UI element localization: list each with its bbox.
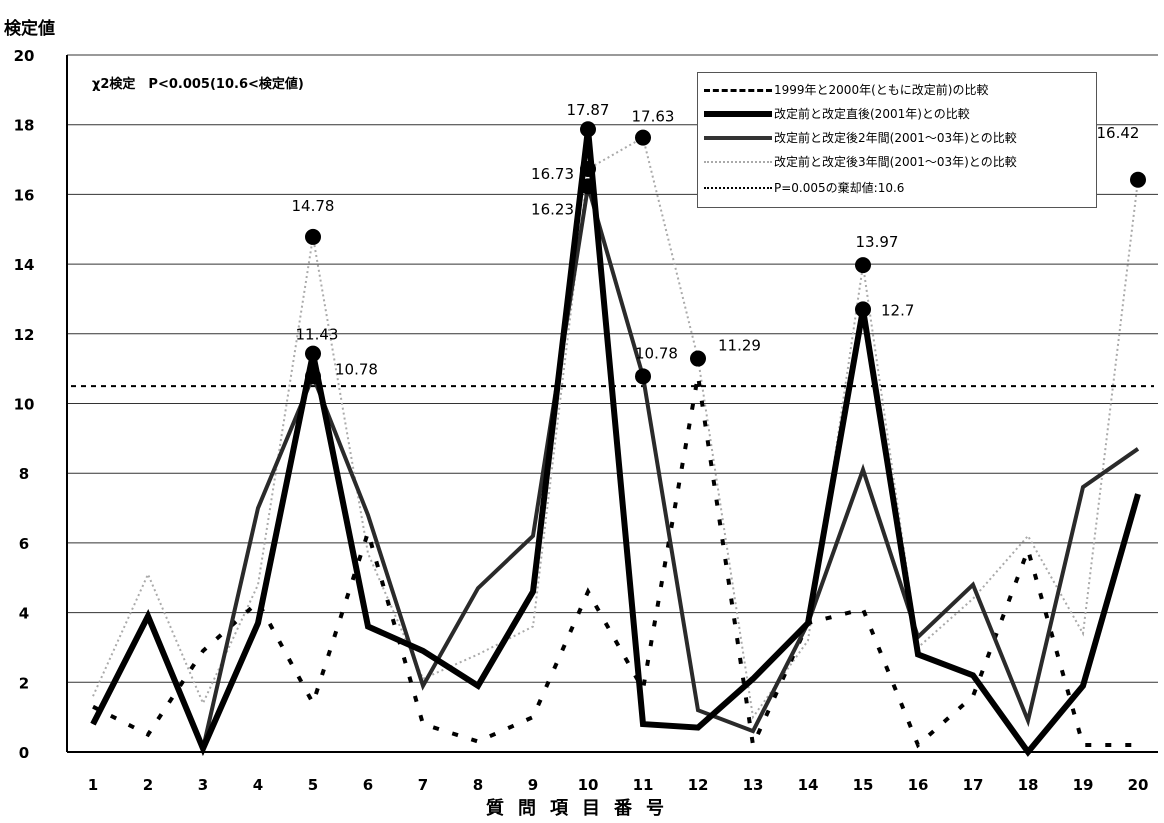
x-tick-label: 18: [1018, 776, 1039, 794]
data-label: 16.73: [531, 165, 574, 183]
data-label: 17.87: [567, 101, 610, 119]
x-tick-label: 6: [363, 776, 373, 794]
x-tick-label: 16: [908, 776, 929, 794]
legend-swatch-dashed: [704, 89, 772, 92]
highlight-point: [305, 228, 321, 245]
legend-item-2yr: 改定前と改定後2年間(2001～03年)との比較: [704, 127, 1096, 147]
highlight-point: [635, 129, 651, 146]
x-tick-label: 11: [633, 776, 654, 794]
y-tick-label: 8: [19, 465, 29, 483]
highlight-point: [855, 301, 871, 318]
legend-label: 1999年と2000年(ともに改定前)の比較: [774, 83, 989, 97]
data-label: 13.97: [856, 233, 899, 251]
data-label: 10.78: [635, 344, 678, 362]
x-tick-label: 2: [143, 776, 153, 794]
y-tick-label: 18: [14, 117, 35, 135]
legend-label: 改定前と改定後3年間(2001～03年)との比較: [774, 155, 1017, 169]
y-tick-label: 20: [14, 47, 35, 65]
data-label: 11.43: [296, 326, 339, 344]
legend-label: 改定前と改定後2年間(2001～03年)との比較: [774, 131, 1017, 145]
y-tick-label: 16: [14, 186, 35, 204]
legend-item-reference: P=0.005の棄却値:10.6: [704, 177, 1096, 197]
y-axis-label: 検定値: [4, 19, 55, 39]
highlight-point: [580, 121, 596, 138]
y-tick-label: 14: [14, 256, 35, 274]
x-tick-label: 14: [798, 776, 819, 794]
highlight-point: [305, 368, 321, 385]
highlight-point: [855, 257, 871, 274]
legend-item-1999-2000: 1999年と2000年(ともに改定前)の比較: [704, 79, 1096, 99]
series-line-1: [90, 128, 1141, 757]
y-tick-label: 4: [19, 605, 29, 623]
data-label: 16.23: [531, 200, 574, 218]
x-tick-label: 4: [253, 776, 263, 794]
x-tick-label: 13: [743, 776, 764, 794]
x-tick-label: 1: [88, 776, 98, 794]
x-tick-label: 8: [473, 776, 483, 794]
x-tick-label: 17: [963, 776, 984, 794]
x-tick-label: 7: [418, 776, 428, 794]
y-tick-label: 2: [19, 674, 29, 692]
x-axis-title: 質問項目番号: [486, 798, 678, 819]
legend-label: 改定前と改定直後(2001年)との比較: [774, 107, 970, 121]
y-tick-label: 12: [14, 326, 35, 344]
x-tick-label: 19: [1073, 776, 1094, 794]
legend-item-3yr: 改定前と改定後3年間(2001～03年)との比較: [704, 151, 1096, 171]
legend-swatch-solid: [704, 136, 772, 140]
y-tick-label: 10: [14, 396, 35, 414]
chart-annotation: χ2検定 P<0.005(10.6<検定値): [92, 76, 304, 92]
data-label: 10.78: [335, 360, 378, 378]
x-tick-label: 12: [688, 776, 709, 794]
highlight-point: [690, 350, 706, 367]
data-label: 14.78: [292, 197, 335, 215]
legend-swatch-dotted: [704, 187, 772, 189]
legend-label: P=0.005の棄却値:10.6: [774, 181, 905, 195]
legend: 1999年と2000年(ともに改定前)の比較 改定前と改定直後(2001年)との…: [697, 72, 1097, 208]
x-tick-label: 3: [198, 776, 208, 794]
highlight-point: [1130, 171, 1146, 188]
x-tick-label: 9: [528, 776, 538, 794]
legend-swatch-light: [704, 161, 772, 163]
x-tick-label: 5: [308, 776, 318, 794]
highlight-point: [305, 345, 321, 362]
x-tick-label: 15: [853, 776, 874, 794]
data-label: 12.7: [881, 301, 914, 319]
legend-swatch-thick: [704, 111, 772, 117]
data-label: 11.29: [718, 337, 761, 355]
x-tick-label: 20: [1128, 776, 1149, 794]
series-line-0: [92, 375, 1138, 753]
legend-item-2001: 改定前と改定直後(2001年)との比較: [704, 103, 1096, 123]
highlight-point: [635, 368, 651, 385]
data-label: 16.42: [1097, 124, 1140, 142]
y-tick-label: 6: [19, 535, 29, 553]
x-tick-label: 10: [578, 776, 599, 794]
highlight-point: [580, 160, 596, 177]
y-tick-label: 0: [19, 744, 29, 762]
series-line-2: [91, 185, 1140, 756]
data-label: 17.63: [632, 108, 675, 126]
highlight-point: [580, 178, 596, 195]
